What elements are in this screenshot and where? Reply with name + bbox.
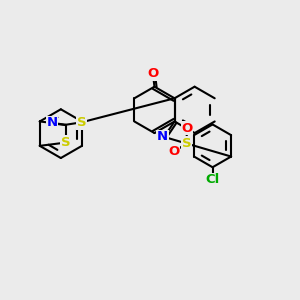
Text: O: O	[147, 67, 159, 80]
Text: N: N	[46, 116, 58, 130]
Text: S: S	[76, 116, 86, 129]
Text: Cl: Cl	[206, 173, 220, 186]
Text: S: S	[182, 137, 191, 150]
Text: N: N	[157, 130, 168, 143]
Text: O: O	[182, 122, 193, 134]
Text: S: S	[61, 136, 71, 149]
Text: O: O	[168, 145, 180, 158]
